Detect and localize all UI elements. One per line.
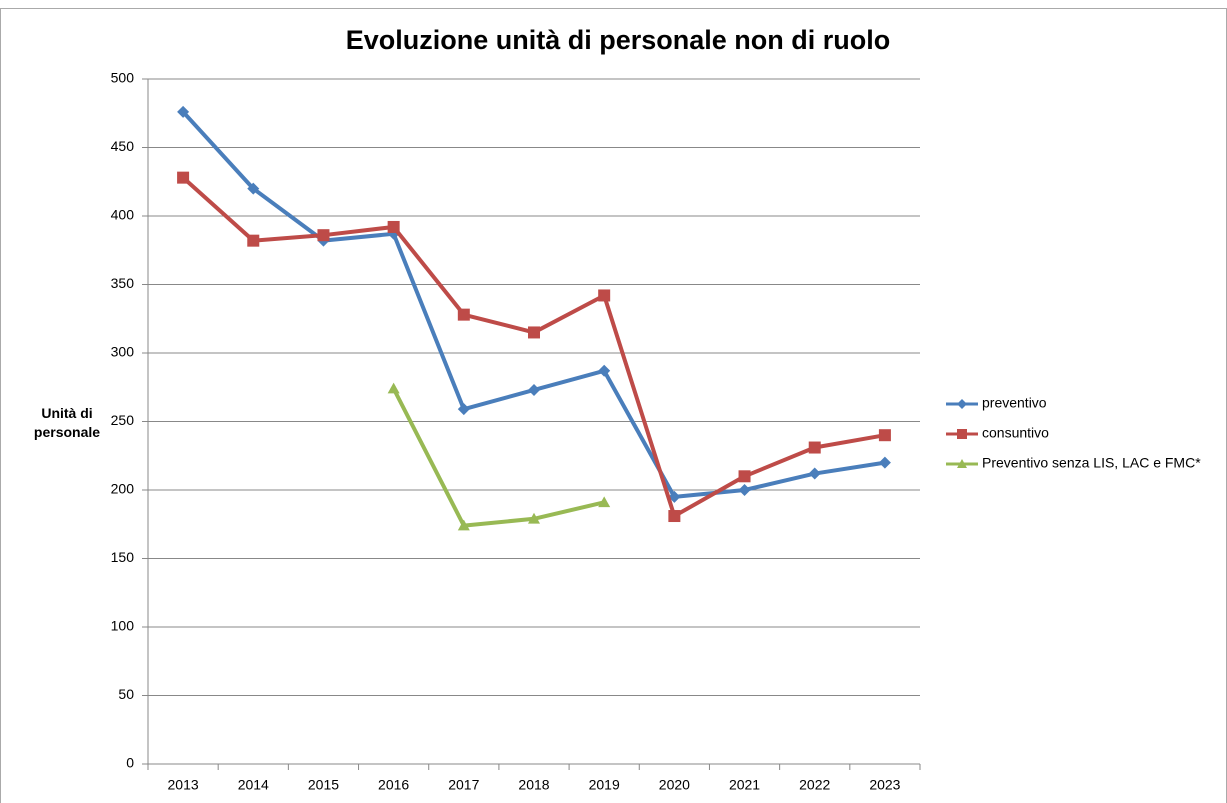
marker bbox=[457, 519, 470, 531]
series-line bbox=[181, 176, 886, 519]
y-tick-label: 400 bbox=[111, 207, 135, 223]
y-tick-label: 100 bbox=[111, 618, 135, 634]
marker bbox=[878, 456, 891, 469]
y-tick-label: 150 bbox=[111, 549, 135, 565]
marker bbox=[177, 171, 190, 184]
x-tick-label: 2018 bbox=[518, 777, 549, 793]
y-tick-label: 250 bbox=[111, 412, 135, 428]
marker bbox=[668, 490, 681, 503]
marker bbox=[598, 496, 611, 508]
series-line bbox=[391, 387, 605, 528]
y-tick-label: 450 bbox=[111, 138, 135, 154]
chart-title: Evoluzione unità di personale non di ruo… bbox=[346, 25, 891, 55]
marker bbox=[957, 399, 967, 409]
series-line bbox=[181, 110, 886, 499]
y-tick-label: 0 bbox=[126, 755, 134, 771]
marker bbox=[957, 459, 967, 468]
marker bbox=[808, 467, 821, 480]
x-tick-label: 2020 bbox=[659, 777, 690, 793]
marker bbox=[387, 220, 400, 233]
marker bbox=[738, 484, 751, 496]
marker bbox=[738, 470, 751, 483]
x-tick-label: 2021 bbox=[729, 777, 760, 793]
marker bbox=[598, 289, 611, 302]
y-tick-label: 300 bbox=[111, 344, 135, 360]
x-tick-label: 2023 bbox=[869, 777, 900, 793]
y-tick-label: 50 bbox=[118, 686, 134, 702]
x-tick-label: 2015 bbox=[308, 777, 339, 793]
marker bbox=[528, 383, 540, 396]
x-tick-label: 2017 bbox=[448, 777, 479, 793]
x-tick-label: 2016 bbox=[378, 777, 409, 793]
marker bbox=[878, 429, 891, 442]
x-tick-label: 2013 bbox=[168, 777, 199, 793]
legend-label: consuntivo bbox=[982, 425, 1049, 441]
marker bbox=[247, 234, 260, 247]
marker bbox=[528, 326, 540, 339]
y-tick-label: 200 bbox=[111, 481, 135, 497]
legend-label: preventivo bbox=[982, 395, 1047, 411]
x-tick-label: 2019 bbox=[589, 777, 620, 793]
marker bbox=[598, 364, 611, 377]
marker bbox=[957, 429, 967, 439]
y-tick-label: 350 bbox=[111, 275, 135, 291]
marker bbox=[317, 229, 330, 242]
marker bbox=[247, 182, 260, 195]
marker bbox=[808, 441, 821, 454]
y-axis-label: Unità di personale bbox=[33, 405, 101, 440]
marker bbox=[457, 308, 470, 321]
marker bbox=[177, 105, 190, 118]
marker bbox=[668, 510, 681, 523]
x-tick-label: 2014 bbox=[238, 777, 269, 793]
x-tick-label: 2022 bbox=[799, 777, 830, 793]
legend-label: Preventivo senza LIS, LAC e FMC* bbox=[982, 455, 1201, 471]
marker bbox=[528, 512, 540, 524]
marker bbox=[457, 403, 470, 416]
y-tick-label: 500 bbox=[111, 70, 135, 86]
marker bbox=[387, 382, 400, 394]
